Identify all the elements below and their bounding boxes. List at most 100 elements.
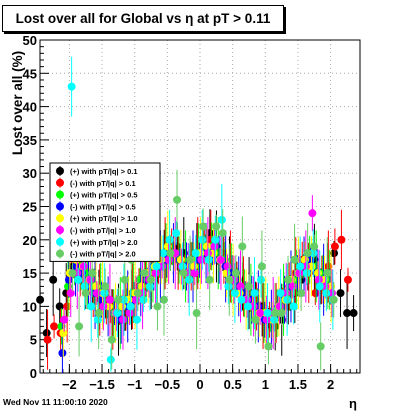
data-point — [49, 275, 58, 284]
legend-marker — [56, 237, 64, 246]
data-point — [106, 355, 115, 364]
legend-marker — [56, 202, 64, 211]
data-point — [139, 295, 148, 304]
y-tick-label: 45 — [23, 66, 37, 81]
legend: (+) with pT/|q| > 0.1 (-) with pT/|q| > 0… — [49, 162, 161, 262]
legend-marker — [56, 249, 64, 258]
data-point — [264, 342, 273, 351]
data-point — [55, 302, 64, 311]
x-tick-label: −1.5 — [89, 377, 115, 392]
data-point — [211, 235, 220, 244]
axes: −2 −1.5 −1 −0.5 0 0.5 1 1.5 20510152025303540455… — [23, 33, 361, 392]
legend-entry: (+) with pT/|q| > 1.0 — [70, 214, 138, 223]
data-point — [165, 235, 174, 244]
y-tick-label: 30 — [23, 166, 37, 181]
data-point — [302, 269, 311, 278]
data-point — [237, 295, 246, 304]
data-point — [99, 302, 108, 311]
data-point — [113, 309, 122, 318]
data-point — [91, 282, 100, 291]
data-point — [257, 275, 266, 284]
x-tick-label: 1.5 — [289, 377, 307, 392]
data-point — [270, 315, 279, 324]
data-point — [311, 289, 320, 298]
data-point — [125, 309, 134, 318]
data-point — [50, 322, 59, 331]
data-point — [244, 282, 253, 291]
data-point — [159, 295, 168, 304]
y-tick-label: 0 — [30, 366, 37, 381]
data-point — [270, 309, 279, 318]
data-point — [337, 235, 346, 244]
data-point — [80, 282, 89, 291]
data-point — [306, 255, 315, 264]
data-point — [151, 269, 160, 278]
data-point — [146, 275, 155, 284]
data-point — [223, 262, 232, 271]
data-point — [191, 249, 200, 258]
data-point — [323, 269, 332, 278]
data-point — [231, 269, 240, 278]
y-tick-label: 35 — [23, 133, 37, 148]
data-point — [93, 315, 102, 324]
data-point — [159, 249, 168, 258]
data-point — [186, 255, 195, 264]
data-point — [297, 289, 306, 298]
y-tick-label: 40 — [23, 100, 37, 115]
data-point — [288, 282, 297, 291]
data-point — [94, 309, 103, 318]
x-axis-label: η — [349, 396, 357, 411]
data-point — [225, 275, 234, 284]
data-point — [263, 309, 272, 318]
data-point — [303, 249, 312, 258]
data-point — [172, 229, 181, 238]
data-point — [146, 282, 155, 291]
data-point — [238, 242, 247, 251]
data-series — [36, 56, 358, 373]
data-point — [107, 335, 116, 344]
legend-entry: (-) with pT/|q| > 2.0 — [70, 250, 136, 259]
data-point — [133, 289, 142, 298]
data-point — [152, 262, 161, 271]
data-point — [277, 309, 286, 318]
legend-marker — [56, 178, 64, 187]
x-tick-label: −1 — [127, 377, 142, 392]
data-point — [343, 275, 352, 284]
data-point — [74, 275, 83, 284]
data-point — [87, 302, 96, 311]
data-point — [204, 255, 213, 264]
data-point — [114, 295, 123, 304]
data-point — [212, 222, 221, 231]
series-7 — [68, 169, 338, 371]
data-point — [283, 295, 292, 304]
data-point — [67, 82, 76, 91]
data-point — [101, 282, 110, 291]
data-point — [210, 242, 219, 251]
y-tick-label: 10 — [23, 299, 37, 314]
data-point — [42, 329, 51, 338]
data-point — [179, 269, 188, 278]
data-point — [329, 249, 338, 258]
data-point — [336, 289, 345, 298]
data-point — [308, 209, 317, 218]
data-point — [290, 255, 299, 264]
data-point — [262, 315, 271, 324]
legend-entry: (+) with pT/|q| > 2.0 — [70, 238, 138, 247]
legend-box — [49, 162, 161, 262]
data-point — [58, 349, 67, 358]
legend-marker — [56, 226, 64, 234]
data-point — [289, 302, 298, 311]
data-point — [119, 295, 128, 304]
data-point — [79, 262, 88, 271]
data-point — [81, 289, 90, 298]
data-point — [153, 302, 162, 311]
data-point — [217, 215, 226, 224]
data-point — [92, 289, 101, 298]
data-point — [190, 269, 199, 278]
legend-entry: (+) with pT/|q| > 0.1 — [70, 167, 138, 176]
data-point — [322, 289, 331, 298]
legend-marker — [56, 167, 64, 175]
data-point — [256, 309, 265, 318]
data-point — [88, 269, 97, 278]
